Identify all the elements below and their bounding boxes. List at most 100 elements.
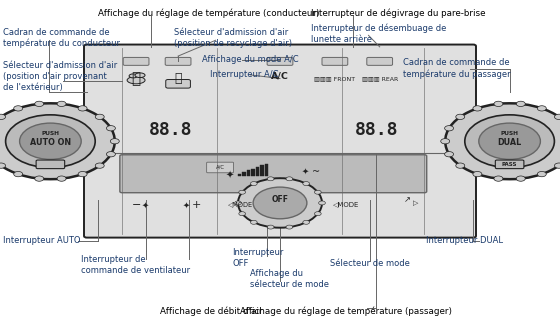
Circle shape	[57, 101, 66, 107]
Circle shape	[267, 177, 274, 181]
Circle shape	[473, 172, 482, 177]
Text: A/C: A/C	[216, 165, 225, 170]
Circle shape	[315, 190, 321, 194]
Text: Affichage du réglage de température (conducteur): Affichage du réglage de température (con…	[98, 9, 320, 18]
Circle shape	[538, 106, 547, 111]
Text: PASS: PASS	[502, 162, 517, 167]
Circle shape	[554, 114, 560, 119]
Circle shape	[239, 190, 245, 194]
Circle shape	[57, 176, 66, 181]
Circle shape	[456, 163, 465, 168]
Text: Affichage du réglage de température (passager): Affichage du réglage de température (pas…	[240, 306, 452, 315]
Circle shape	[315, 212, 321, 216]
Text: ◁MODE: ◁MODE	[333, 202, 360, 208]
Circle shape	[479, 123, 540, 159]
Bar	[251, 169, 255, 176]
Bar	[265, 164, 268, 176]
Text: PUSH: PUSH	[41, 131, 59, 136]
Text: Affichage du mode A/C: Affichage du mode A/C	[202, 55, 298, 64]
Text: OFF: OFF	[272, 195, 288, 204]
Text: Sélecteur de mode: Sélecteur de mode	[330, 259, 410, 268]
Text: Affichage du
sélecteur de mode: Affichage du sélecteur de mode	[250, 269, 329, 289]
FancyBboxPatch shape	[36, 160, 64, 169]
Text: ▥▥▥ REAR: ▥▥▥ REAR	[362, 76, 398, 81]
Circle shape	[253, 187, 307, 219]
Text: ~: ~	[312, 167, 320, 177]
Ellipse shape	[135, 73, 145, 78]
Text: Interrupteur de
commande de ventilateur: Interrupteur de commande de ventilateur	[81, 255, 190, 275]
Text: ✦: ✦	[142, 200, 149, 209]
Circle shape	[78, 106, 87, 111]
Circle shape	[14, 106, 23, 111]
Bar	[247, 170, 250, 176]
Bar	[260, 165, 264, 176]
Circle shape	[238, 178, 322, 228]
Circle shape	[554, 163, 560, 168]
Text: Cadran de commande de
température du passager: Cadran de commande de température du pas…	[403, 58, 511, 79]
Circle shape	[319, 201, 325, 205]
FancyBboxPatch shape	[123, 57, 149, 65]
Text: Sélecteur d'admission d'air
(position de recyclage d'air): Sélecteur d'admission d'air (position de…	[174, 28, 292, 48]
Text: DUAL: DUAL	[497, 138, 522, 147]
Bar	[242, 172, 246, 176]
Circle shape	[20, 123, 81, 159]
Circle shape	[516, 101, 525, 107]
Text: ✦: ✦	[302, 167, 309, 176]
Circle shape	[494, 176, 503, 181]
Circle shape	[106, 126, 115, 131]
Circle shape	[286, 225, 293, 229]
FancyBboxPatch shape	[267, 57, 293, 65]
Circle shape	[537, 172, 546, 177]
Circle shape	[445, 103, 560, 179]
Circle shape	[267, 225, 274, 229]
Circle shape	[13, 172, 22, 177]
Text: ✦: ✦	[226, 170, 234, 181]
Circle shape	[494, 101, 503, 107]
Text: −: −	[132, 200, 141, 210]
Circle shape	[235, 201, 241, 205]
Ellipse shape	[129, 74, 137, 78]
FancyBboxPatch shape	[367, 57, 393, 65]
Circle shape	[78, 172, 87, 177]
Circle shape	[445, 151, 454, 157]
Circle shape	[239, 212, 245, 216]
Text: A/C: A/C	[271, 71, 289, 81]
Circle shape	[441, 139, 450, 144]
FancyBboxPatch shape	[120, 155, 427, 193]
Ellipse shape	[127, 77, 145, 84]
Text: ▥▥▥ FRONT: ▥▥▥ FRONT	[314, 76, 356, 81]
Text: Interrupteur de désembuage de
lunette arrière: Interrupteur de désembuage de lunette ar…	[311, 24, 446, 44]
FancyBboxPatch shape	[496, 160, 524, 169]
Circle shape	[250, 182, 257, 185]
Text: 88.8: 88.8	[354, 121, 398, 139]
FancyBboxPatch shape	[165, 57, 191, 65]
FancyBboxPatch shape	[322, 57, 348, 65]
Circle shape	[35, 176, 44, 181]
Circle shape	[6, 115, 95, 168]
Circle shape	[303, 220, 310, 224]
Circle shape	[0, 163, 6, 168]
Circle shape	[95, 163, 104, 168]
Text: Interrupteur A/C: Interrupteur A/C	[210, 70, 278, 79]
Circle shape	[0, 103, 115, 179]
Circle shape	[0, 114, 6, 119]
Text: +: +	[192, 200, 200, 210]
Text: ⌒: ⌒	[132, 71, 141, 86]
Text: ⌒: ⌒	[174, 72, 182, 85]
Text: ✦: ✦	[183, 200, 190, 209]
Text: Sélecteur d'admission d'air
(position d'air provenant
de l'extérieur): Sélecteur d'admission d'air (position d'…	[3, 61, 117, 92]
Text: Interrupteur DUAL: Interrupteur DUAL	[426, 236, 503, 246]
Text: Interrupteur
OFF: Interrupteur OFF	[232, 248, 284, 268]
Circle shape	[95, 114, 104, 119]
Circle shape	[35, 101, 44, 107]
Text: Cadran de commande de
température du conducteur: Cadran de commande de température du con…	[3, 28, 120, 48]
Text: 88.8: 88.8	[149, 121, 193, 139]
Text: Interrupteur de dégivrage du pare-brise: Interrupteur de dégivrage du pare-brise	[311, 9, 486, 18]
FancyBboxPatch shape	[166, 80, 190, 88]
Circle shape	[473, 106, 482, 111]
Circle shape	[516, 176, 525, 181]
Text: PUSH: PUSH	[501, 131, 519, 136]
Text: Interrupteur AUTO: Interrupteur AUTO	[3, 236, 80, 246]
Text: AUTO ON: AUTO ON	[30, 138, 71, 147]
Text: Affichage de débit d'air: Affichage de débit d'air	[160, 306, 262, 315]
